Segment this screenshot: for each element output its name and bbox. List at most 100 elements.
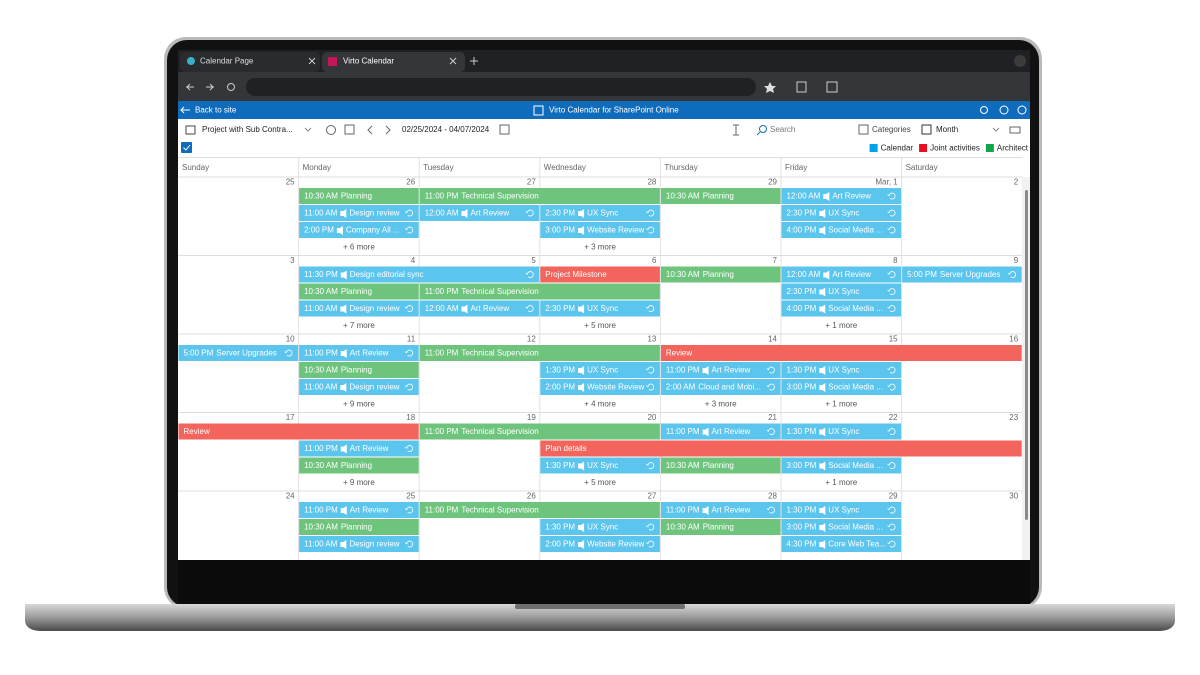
event[interactable]: 11:00 PM Technical Supervision: [419, 423, 660, 440]
event[interactable]: 1:30 PM UX Sync: [540, 519, 660, 535]
event[interactable]: 11:00 AM Design review: [299, 379, 419, 395]
event[interactable]: 5:00 PM Server Upgrades: [178, 345, 299, 361]
more-link[interactable]: + 6 more: [343, 243, 375, 252]
search-icon[interactable]: [759, 125, 767, 133]
address-bar[interactable]: [246, 78, 756, 96]
event[interactable]: 1:30 PM UX Sync: [540, 457, 660, 474]
sidepanel[interactable]: [826, 81, 838, 93]
event[interactable]: 1:30 PM UX Sync: [540, 362, 660, 378]
more-link[interactable]: + 9 more: [343, 400, 375, 409]
event[interactable]: 2:00 PM Website Review: [540, 379, 660, 395]
event[interactable]: 11:00 PM Technical Supervision: [419, 283, 660, 300]
event[interactable]: 11:00 PM Technical Supervision: [419, 345, 660, 361]
event[interactable]: 4:00 PM Social Media ...: [781, 300, 902, 317]
event[interactable]: 2:30 PM UX Sync: [540, 205, 660, 221]
event[interactable]: 11:00 PM Technical Supervision: [419, 502, 660, 518]
event[interactable]: 4:30 PM Core Web Tea...: [781, 536, 902, 552]
event[interactable]: 4:00 PM Social Media ...: [781, 222, 902, 238]
more-link[interactable]: + 5 more: [584, 478, 616, 487]
select-all-checkbox[interactable]: [181, 142, 192, 153]
settings[interactable]: [999, 105, 1009, 115]
today[interactable]: [344, 124, 355, 135]
tab-menu[interactable]: [1014, 55, 1026, 67]
dropdown[interactable]: [992, 127, 1000, 132]
event[interactable]: 11:00 AM Design review: [299, 536, 419, 552]
back-icon[interactable]: [180, 106, 190, 114]
event[interactable]: 10:30 AM Planning: [299, 283, 419, 300]
event[interactable]: 3:00 PM Social Media ...: [781, 379, 902, 395]
more-link[interactable]: + 5 more: [584, 321, 616, 330]
nav-buttons[interactable]: [186, 83, 214, 91]
event[interactable]: 11:00 PM Art Review: [660, 362, 781, 378]
event[interactable]: 11:00 PM Art Review: [299, 502, 419, 518]
event[interactable]: 11:00 PM Art Review: [299, 440, 419, 457]
more-link[interactable]: + 7 more: [343, 321, 375, 330]
event[interactable]: Review: [178, 423, 419, 440]
notifications[interactable]: [980, 106, 988, 114]
reload[interactable]: [227, 83, 235, 91]
tab-icon: [187, 57, 195, 65]
refresh[interactable]: [326, 125, 336, 135]
event[interactable]: 10:30 AM Planning: [660, 457, 781, 474]
event[interactable]: Plan details: [540, 440, 1022, 457]
event[interactable]: 10:30 AM Planning: [299, 188, 419, 204]
event[interactable]: 10:30 AM Planning: [660, 266, 781, 283]
event[interactable]: 5:00 PM Server Upgrades: [902, 266, 1022, 283]
event[interactable]: 3:00 PM Social Media ...: [781, 457, 902, 474]
event[interactable]: 12:00 AM Art Review: [781, 266, 902, 283]
event[interactable]: 10:30 AM Planning: [299, 362, 419, 378]
period-nav[interactable]: [367, 125, 391, 135]
active-tab[interactable]: [322, 52, 465, 72]
more-link[interactable]: + 1 more: [825, 478, 857, 487]
scrollbar-thumb[interactable]: [1025, 190, 1028, 520]
calendar-selector[interactable]: Project with Sub Contra...: [202, 125, 293, 134]
event[interactable]: 11:00 AM Design review: [299, 300, 419, 317]
resize-icon[interactable]: [733, 124, 739, 136]
event[interactable]: 11:30 PM Design editorial sync: [299, 266, 540, 283]
event[interactable]: 10:30 AM Planning: [299, 457, 419, 474]
event[interactable]: Project Milestone: [540, 266, 660, 283]
event[interactable]: 3:00 PM Social Media ...: [781, 519, 902, 535]
event[interactable]: 10:30 AM Planning: [660, 188, 781, 204]
event[interactable]: 10:30 AM Planning: [660, 519, 781, 535]
event[interactable]: 2:00 PM Company All ...: [299, 222, 419, 238]
more-link[interactable]: + 1 more: [825, 321, 857, 330]
event[interactable]: 11:00 PM Art Review: [299, 345, 419, 361]
event[interactable]: 2:30 PM UX Sync: [540, 300, 660, 317]
print[interactable]: [1009, 126, 1021, 134]
more-link[interactable]: + 4 more: [584, 400, 616, 409]
event-time: 4:00 PM: [787, 304, 817, 313]
event[interactable]: 2:30 PM UX Sync: [781, 205, 902, 221]
help[interactable]: [1017, 105, 1027, 115]
bookmark[interactable]: [764, 82, 776, 93]
event[interactable]: 10:30 AM Planning: [299, 519, 419, 535]
event[interactable]: 3:00 PM Website Review: [540, 222, 660, 238]
tab[interactable]: [180, 52, 320, 72]
event[interactable]: 1:30 PM UX Sync: [781, 502, 902, 518]
more-link[interactable]: + 3 more: [705, 400, 737, 409]
tab-controls[interactable]: [308, 57, 478, 65]
event[interactable]: 12:00 AM Art Review: [419, 300, 540, 317]
event[interactable]: 2:00 PM Website Review: [540, 536, 660, 552]
event[interactable]: 11:00 PM Art Review: [660, 423, 781, 440]
categories-button[interactable]: Categories: [872, 125, 911, 134]
event[interactable]: Review: [660, 345, 1022, 361]
event[interactable]: 11:00 PM Art Review: [660, 502, 781, 518]
extensions[interactable]: [796, 81, 807, 93]
date-picker[interactable]: [499, 124, 510, 135]
event[interactable]: 2:30 PM UX Sync: [781, 283, 902, 300]
back-link[interactable]: Back to site: [195, 106, 237, 115]
event[interactable]: 12:00 AM Art Review: [419, 205, 540, 221]
event[interactable]: 12:00 AM Art Review: [781, 188, 902, 204]
event[interactable]: 2:00 AM Cloud and Mobi...: [660, 379, 781, 395]
event[interactable]: 1:30 PM UX Sync: [781, 423, 902, 440]
event[interactable]: 11:00 PM Technical Supervision: [419, 188, 660, 204]
more-link[interactable]: + 9 more: [343, 478, 375, 487]
view-selector[interactable]: Month: [936, 125, 958, 134]
dropdown[interactable]: [304, 127, 312, 132]
search-box[interactable]: Search: [770, 125, 795, 134]
more-link[interactable]: + 1 more: [825, 400, 857, 409]
event[interactable]: 11:00 AM Design review: [299, 205, 419, 221]
more-link[interactable]: + 3 more: [584, 243, 616, 252]
event[interactable]: 1:30 PM UX Sync: [781, 362, 902, 378]
